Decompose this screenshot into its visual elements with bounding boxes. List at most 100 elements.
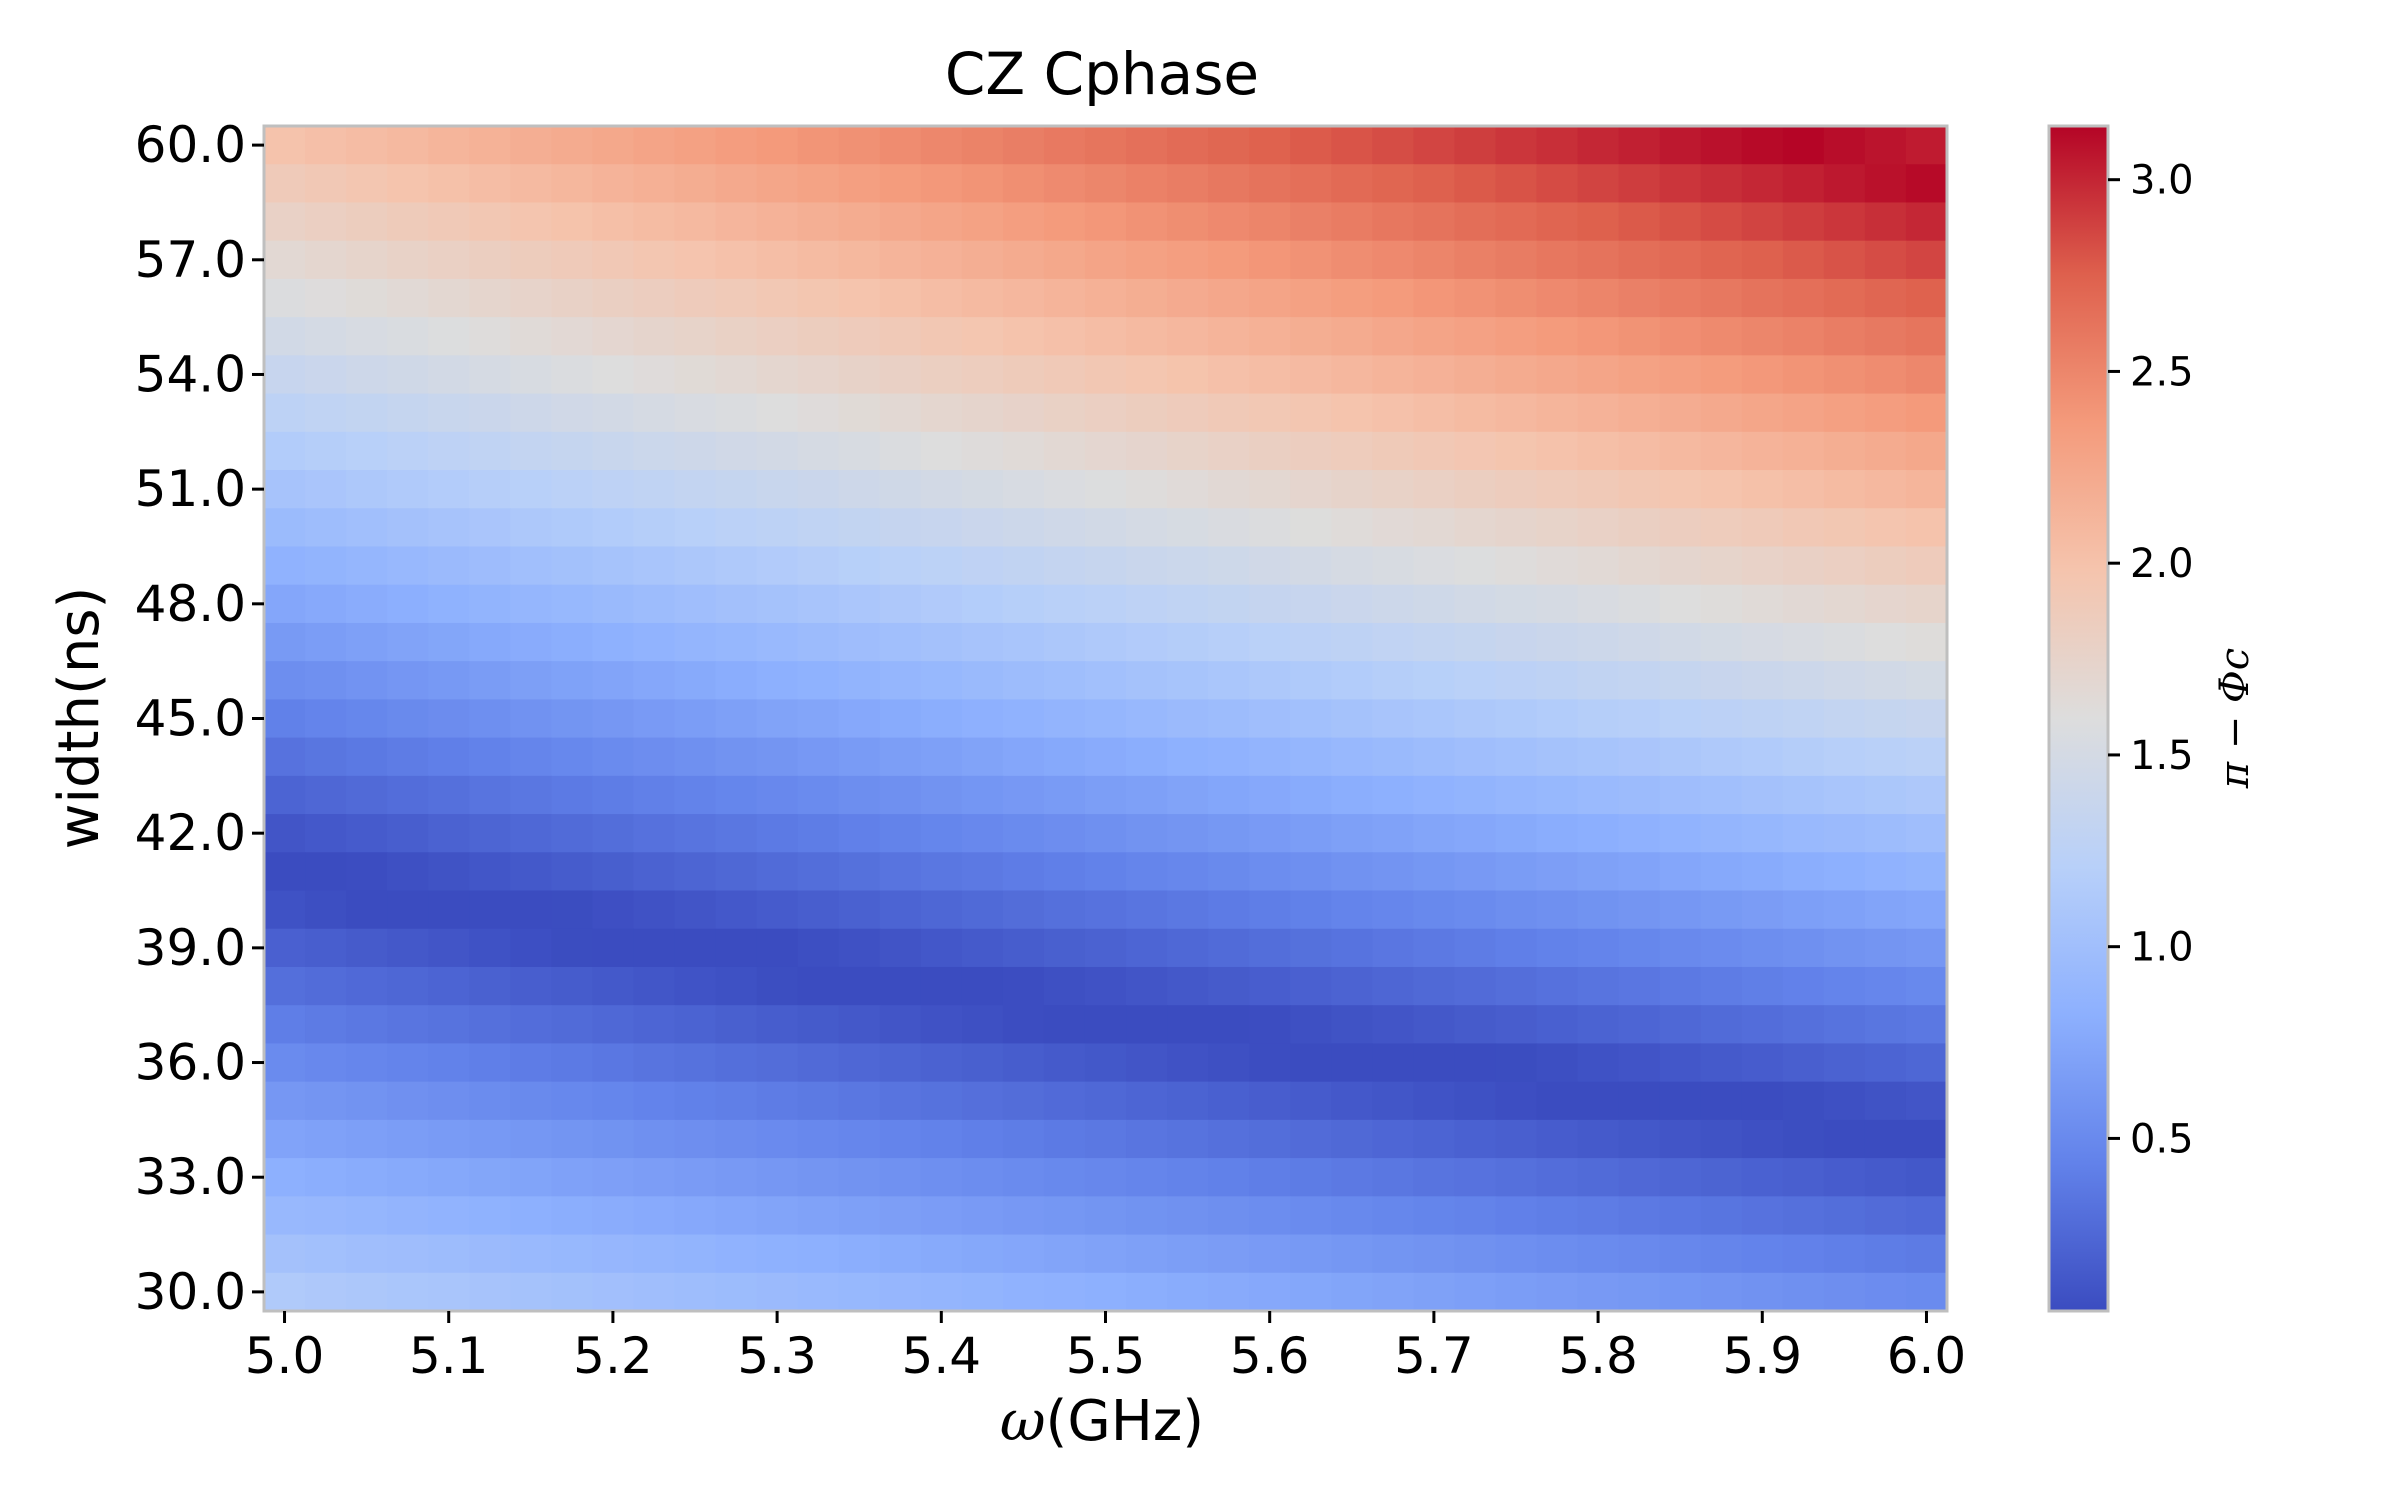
heatmap-cell [1043, 966, 1086, 1006]
heatmap-cell [1331, 164, 1373, 204]
heatmap-cell [1002, 546, 1045, 586]
heatmap-cell [1084, 1158, 1127, 1197]
heatmap-cell [1823, 1158, 1866, 1197]
heatmap-cell [469, 966, 511, 1006]
heatmap-cell [1577, 508, 1620, 548]
x-tick-label: 5.9 [1723, 1327, 1803, 1385]
heatmap-cell [1659, 393, 1702, 433]
heatmap-cell [715, 1272, 758, 1312]
heatmap-cell [1126, 584, 1168, 624]
heatmap-cell [633, 546, 676, 586]
heatmap-cell [1741, 1158, 1784, 1197]
heatmap-cell [1700, 126, 1743, 165]
heatmap-cell [264, 928, 306, 968]
heatmap-cell [1782, 737, 1825, 777]
heatmap-cell [1782, 890, 1825, 930]
heatmap-cell [797, 278, 840, 318]
heatmap-cell [1700, 775, 1743, 815]
y-tick-label: 45.0 [135, 690, 246, 748]
heatmap-cell [797, 1005, 840, 1045]
heatmap-cell [1084, 1043, 1127, 1083]
heatmap-cell [1084, 584, 1127, 624]
heatmap-cell [1084, 1234, 1127, 1274]
heatmap-cell [1454, 1081, 1497, 1121]
heatmap-cell [264, 699, 306, 739]
heatmap-cell [1413, 622, 1456, 662]
heatmap-cell [1167, 1158, 1209, 1197]
heatmap-cell [961, 966, 1004, 1006]
heatmap-cell [264, 278, 306, 318]
heatmap-cell [756, 240, 799, 280]
heatmap-cell [1495, 1005, 1538, 1045]
heatmap-cell [879, 966, 922, 1006]
heatmap-cell [633, 393, 676, 433]
heatmap-cell [1700, 1043, 1743, 1083]
heatmap-cell [428, 317, 470, 356]
heatmap-cell [1413, 508, 1456, 548]
heatmap-cell [1823, 1234, 1866, 1274]
heatmap-cell [1167, 584, 1209, 624]
heatmap-cell [1002, 1158, 1045, 1197]
heatmap-cell [1864, 852, 1907, 892]
heatmap-cell [1741, 355, 1784, 395]
heatmap-cell [1454, 622, 1497, 662]
heatmap-cell [797, 737, 840, 777]
heatmap-cell [879, 355, 922, 395]
heatmap-cell [1290, 966, 1332, 1006]
heatmap-cell [1290, 699, 1332, 739]
heatmap-cell [1331, 278, 1373, 318]
heatmap-cell [1331, 240, 1373, 280]
heatmap-cell [961, 508, 1004, 548]
heatmap-cell [1002, 1043, 1045, 1083]
heatmap-cell [920, 278, 963, 318]
heatmap-cell [1208, 852, 1250, 892]
heatmap-cell [1536, 317, 1579, 356]
heatmap-cell [1700, 1005, 1743, 1045]
heatmap-cell [1167, 775, 1209, 815]
heatmap-cell [1700, 355, 1743, 395]
heatmap-cell [1126, 1119, 1168, 1159]
heatmap-cell [510, 584, 552, 624]
heatmap-cell [1864, 202, 1907, 242]
heatmap-cell [1290, 775, 1332, 815]
heatmap-cell [510, 317, 552, 356]
heatmap-cell [838, 1005, 881, 1045]
heatmap-cell [1905, 1196, 1948, 1236]
heatmap-cell [1126, 470, 1168, 509]
heatmap-cell [1413, 240, 1456, 280]
heatmap-cell [1905, 584, 1948, 624]
heatmap-cell [1126, 1158, 1168, 1197]
heatmap-cell [346, 317, 388, 356]
heatmap-cell [1126, 1081, 1168, 1121]
heatmap-cell [1167, 890, 1209, 930]
heatmap-cell [1126, 1005, 1168, 1045]
heatmap-cell [920, 546, 963, 586]
heatmap-cell [592, 852, 635, 892]
heatmap-cell [961, 240, 1004, 280]
heatmap-cell [510, 928, 552, 968]
heatmap-cell [1454, 775, 1497, 815]
heatmap-cell [387, 546, 429, 586]
heatmap-cell [1002, 1196, 1045, 1236]
heatmap-cell [469, 1272, 511, 1312]
heatmap-cell [1864, 928, 1907, 968]
heatmap-cell [961, 852, 1004, 892]
heatmap-cell [551, 431, 593, 471]
heatmap-cell [1741, 584, 1784, 624]
heatmap-cell [1331, 1158, 1373, 1197]
heatmap-cell [1084, 966, 1127, 1006]
heatmap-cell [961, 393, 1004, 433]
heatmap-cell [592, 1005, 635, 1045]
heatmap-cell [1905, 202, 1948, 242]
heatmap-cell [715, 278, 758, 318]
heatmap-cell [879, 1272, 922, 1312]
heatmap-cell [920, 431, 963, 471]
heatmap-cell [756, 355, 799, 395]
heatmap-cell [961, 737, 1004, 777]
heatmap-cell [961, 928, 1004, 968]
heatmap-cell [756, 584, 799, 624]
heatmap-cell [1577, 852, 1620, 892]
heatmap-cell [1331, 584, 1373, 624]
heatmap-cell [387, 202, 429, 242]
heatmap-cell [1290, 317, 1332, 356]
